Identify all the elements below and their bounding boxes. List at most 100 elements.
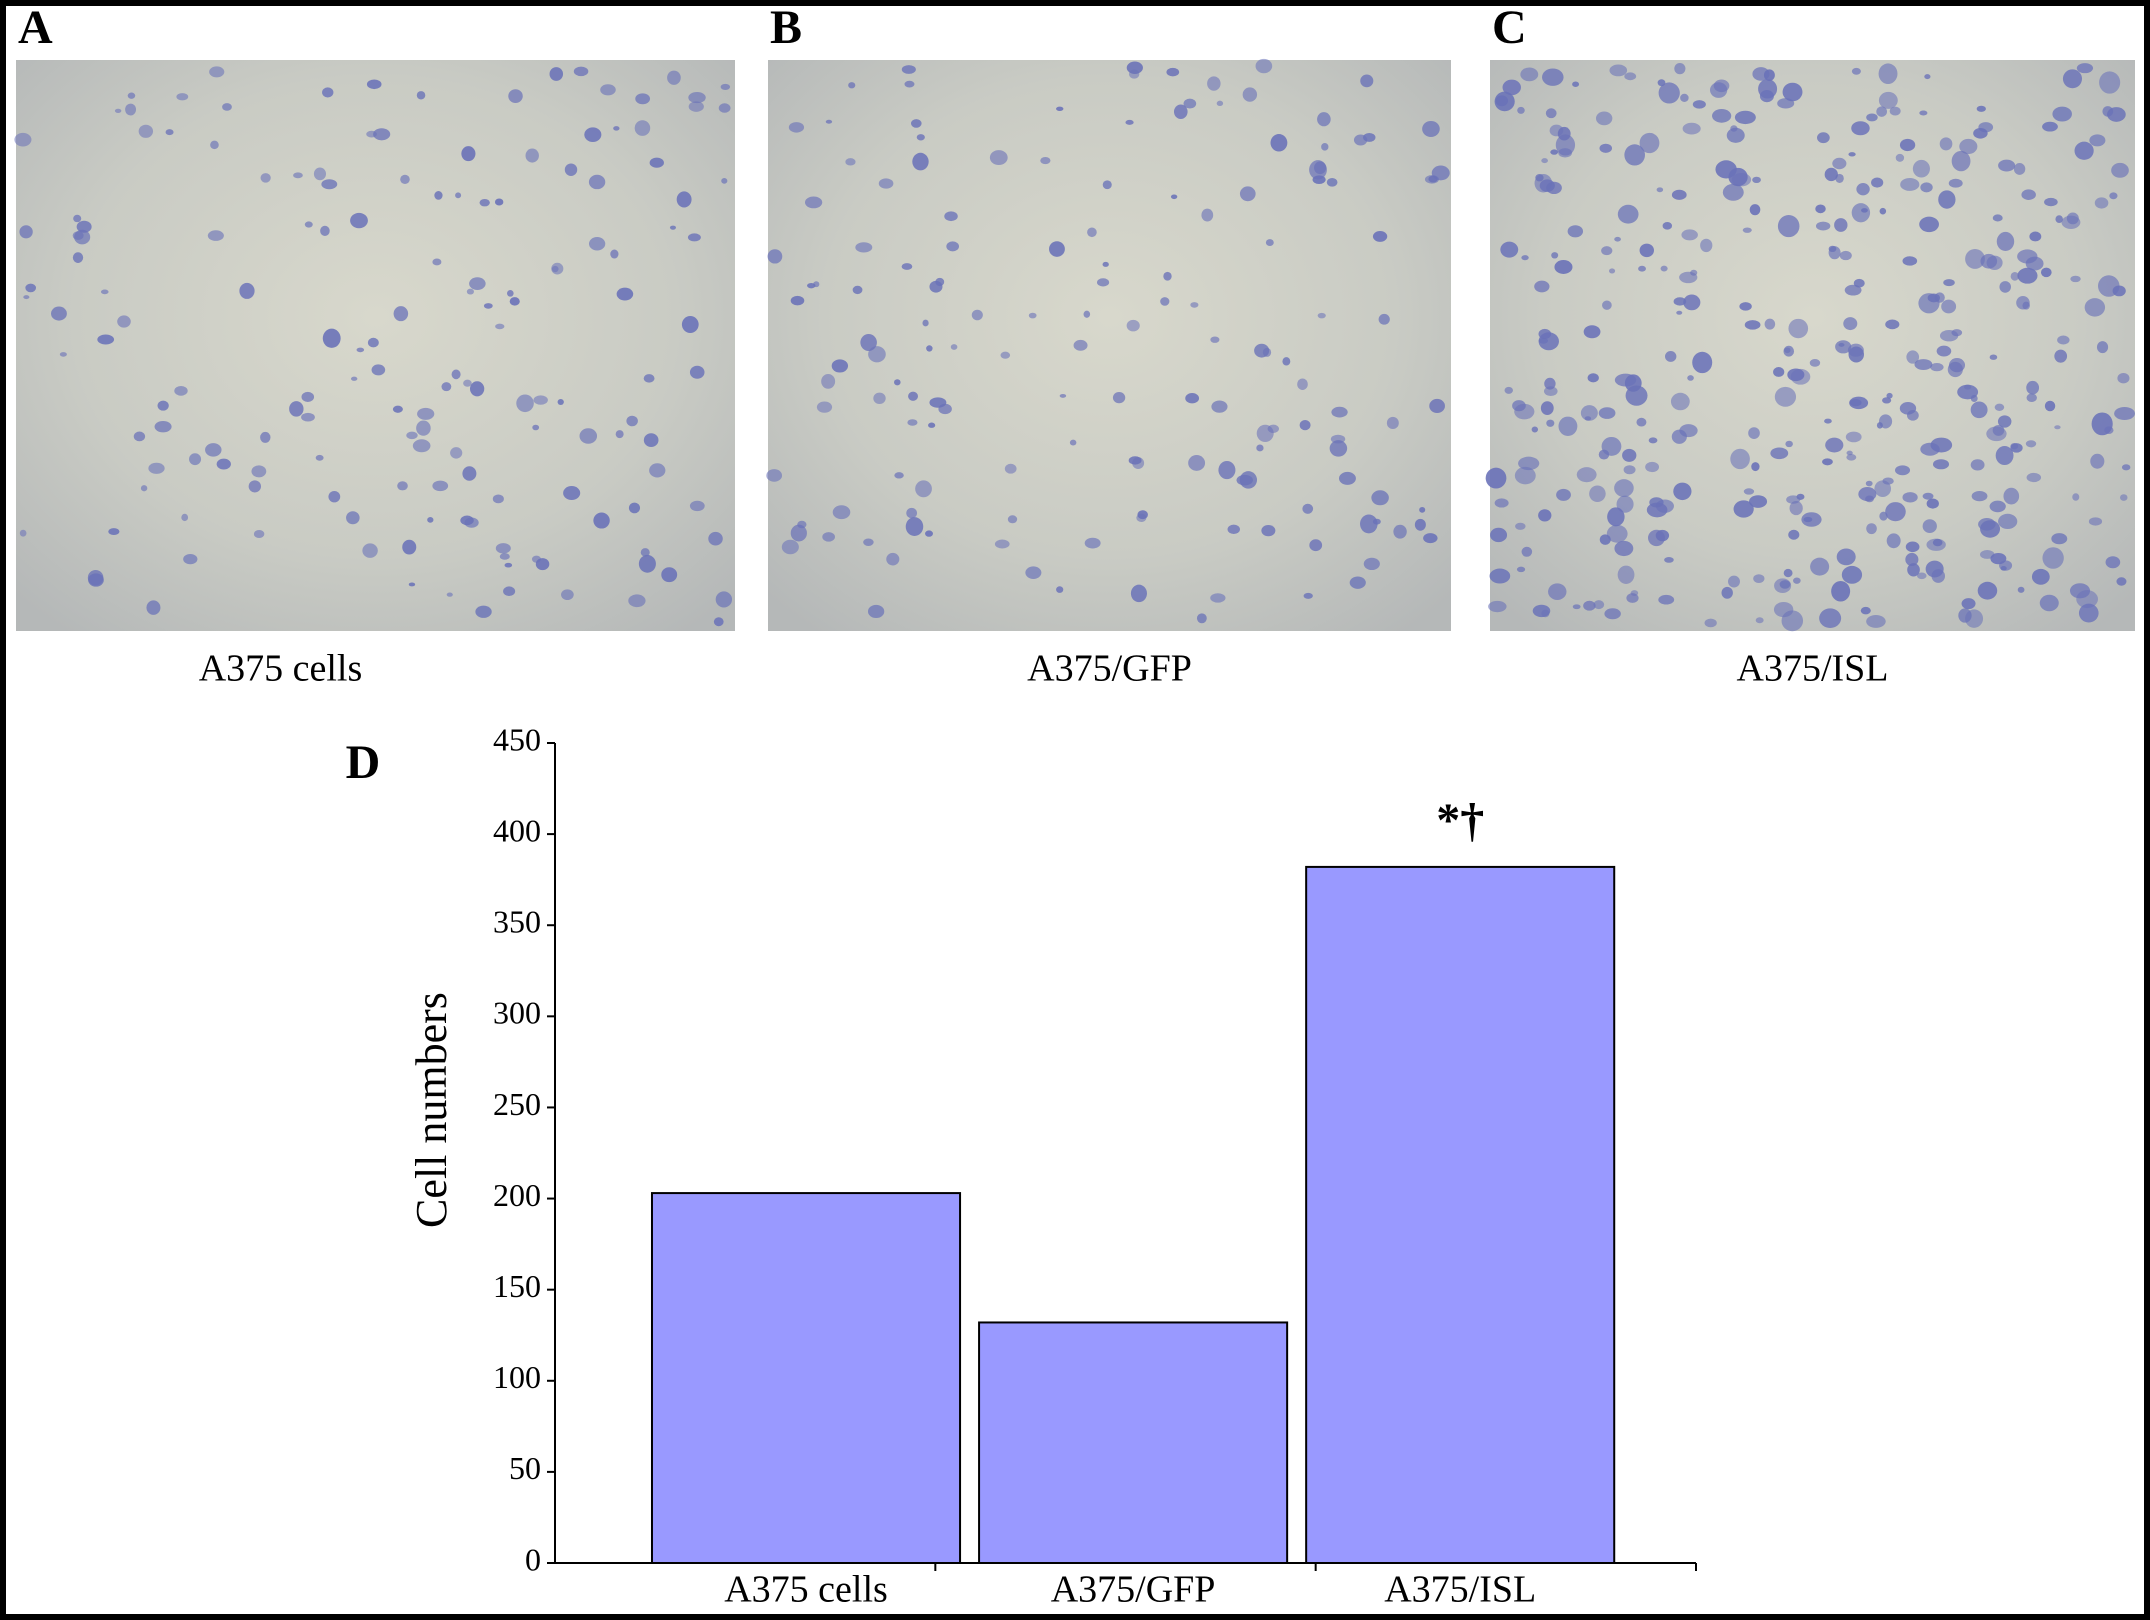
cell xyxy=(400,174,410,184)
cell xyxy=(1902,492,1918,503)
cell xyxy=(1548,583,1567,601)
cell xyxy=(1844,284,1862,296)
cell xyxy=(366,79,382,90)
cell xyxy=(1638,265,1646,272)
cell xyxy=(2070,275,2081,283)
cell xyxy=(1555,134,1576,156)
cell xyxy=(406,431,418,440)
cell xyxy=(1490,527,1508,543)
cell xyxy=(1866,615,1886,628)
cell xyxy=(1623,465,1636,475)
cell xyxy=(860,334,877,352)
cell xyxy=(248,480,262,493)
cell xyxy=(1730,448,1750,470)
cell xyxy=(397,481,408,491)
cell xyxy=(1557,126,1571,141)
cell xyxy=(1239,186,1256,202)
cell xyxy=(579,428,598,444)
cell xyxy=(362,543,378,558)
cell xyxy=(1843,317,1858,331)
cell xyxy=(1895,153,1905,162)
cell xyxy=(1040,157,1051,165)
cell xyxy=(1639,243,1654,258)
cell xyxy=(1922,519,1937,534)
cell xyxy=(1636,417,1647,427)
cell xyxy=(289,401,304,417)
cell xyxy=(1925,560,1944,578)
cell xyxy=(588,236,606,251)
cell xyxy=(2117,372,2130,384)
cell xyxy=(1132,457,1145,469)
y-tick-label: 0 xyxy=(525,1541,541,1577)
cell xyxy=(1261,525,1276,537)
cell xyxy=(1919,216,1939,233)
cell xyxy=(293,172,303,179)
cell xyxy=(1782,82,1803,102)
cell xyxy=(416,91,426,100)
cell xyxy=(1996,231,2015,251)
cell xyxy=(1834,218,1848,232)
cell xyxy=(2013,163,2026,175)
cell xyxy=(1580,405,1598,421)
cell xyxy=(1648,437,1658,444)
cell xyxy=(525,148,539,163)
cell xyxy=(1616,495,1634,513)
cell xyxy=(1270,134,1288,152)
cell xyxy=(1734,110,1756,125)
cell xyxy=(1658,82,1680,104)
cell xyxy=(463,379,472,387)
cell xyxy=(1599,143,1613,153)
cell xyxy=(1423,533,1438,544)
cell xyxy=(626,415,638,427)
cell xyxy=(1722,183,1744,201)
cell xyxy=(108,528,120,535)
cell xyxy=(408,582,416,587)
cell xyxy=(640,548,650,557)
x-tick-label: A375 cells xyxy=(724,1569,888,1611)
cell xyxy=(2054,425,2061,430)
cell xyxy=(1593,600,1605,610)
cell xyxy=(466,288,474,295)
cell xyxy=(935,277,945,287)
cell xyxy=(1885,319,1900,330)
cell xyxy=(873,392,886,404)
cell xyxy=(816,401,833,413)
cell xyxy=(1916,572,1927,580)
cell xyxy=(2042,121,2058,132)
cell xyxy=(1679,271,1698,284)
cell xyxy=(210,140,219,150)
cell xyxy=(1670,392,1690,411)
cell xyxy=(2017,249,2038,264)
cell xyxy=(1704,618,1717,628)
cell xyxy=(1500,241,1519,258)
cell xyxy=(181,513,189,522)
cell xyxy=(125,103,137,116)
cell xyxy=(912,152,929,171)
cell xyxy=(549,67,564,81)
cell xyxy=(689,500,705,512)
cell xyxy=(114,108,122,113)
cell xyxy=(643,433,659,448)
cell xyxy=(669,225,676,230)
cell xyxy=(635,93,651,105)
cell xyxy=(1554,260,1573,274)
y-tick-label: 250 xyxy=(493,1086,541,1122)
cell xyxy=(1648,529,1665,547)
cell xyxy=(1853,278,1865,288)
cell xyxy=(451,369,461,380)
cell xyxy=(1170,194,1178,200)
cell xyxy=(797,520,807,529)
cell xyxy=(1371,490,1389,506)
cell xyxy=(461,146,476,162)
cell xyxy=(356,347,365,353)
cell xyxy=(1190,302,1199,308)
cell xyxy=(1902,256,1918,266)
cell xyxy=(176,93,189,101)
cell xyxy=(563,486,581,501)
cell xyxy=(1743,488,1755,495)
cell xyxy=(1748,427,1760,439)
cell xyxy=(2042,547,2064,569)
cell xyxy=(1878,91,1898,109)
cell xyxy=(1262,347,1272,357)
cell xyxy=(146,600,161,615)
